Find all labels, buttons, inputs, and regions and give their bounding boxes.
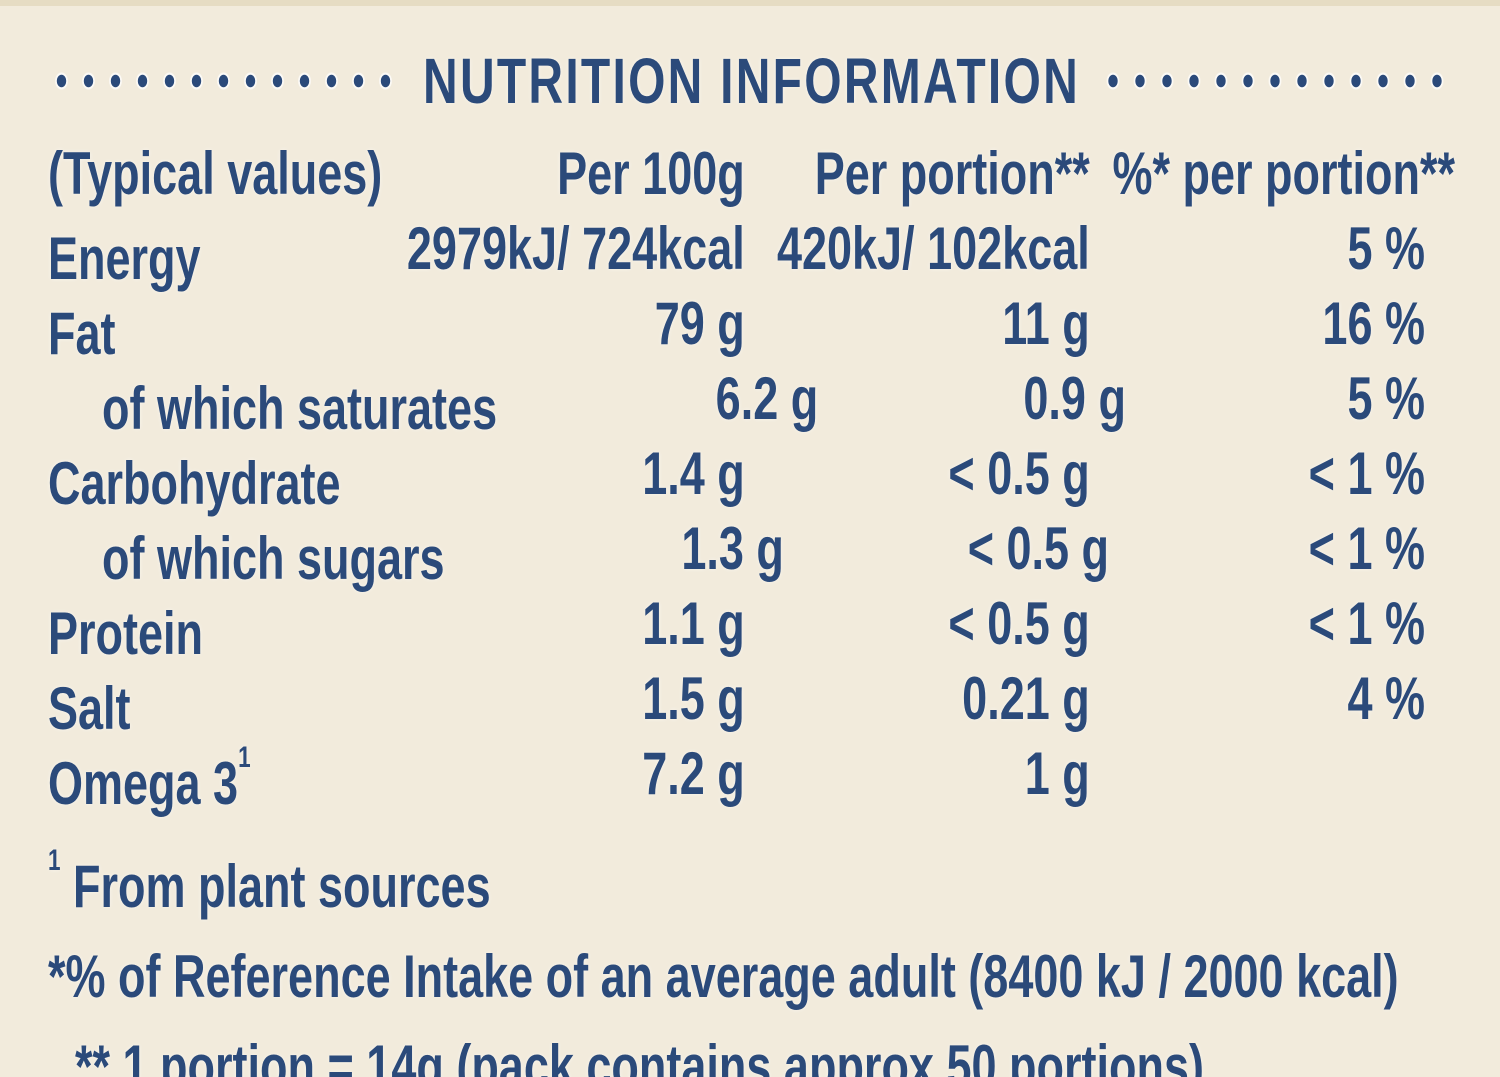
per-100g-value: 1.5 g	[642, 665, 745, 732]
percent-value: 4 %	[1347, 665, 1425, 732]
row-label: Omega 31	[48, 736, 385, 818]
row-label: of which saturates	[48, 361, 497, 442]
per-portion-value: 0.21 g	[962, 665, 1090, 732]
percent-value: 5 %	[1347, 365, 1425, 432]
row-label: of which sugars	[48, 511, 445, 592]
nutrition-table-body: Energy 2979kJ/ 724kcal 420kJ/ 102kcal 5 …	[48, 211, 1455, 818]
per-100g-value: 1.3 g	[681, 515, 784, 582]
nutrient-name: Protein	[48, 600, 204, 667]
per-portion-value: 420kJ/ 102kcal	[776, 215, 1090, 282]
package-edge-strip	[0, 0, 1500, 6]
nutrient-name: Salt	[48, 675, 131, 742]
nutrient-name: of which saturates	[102, 375, 498, 442]
footnote-text: ** 1 portion = 14g (pack contains approx…	[75, 1033, 1204, 1077]
per-portion-value: < 0.5 g	[948, 440, 1090, 507]
nutrition-table: (Typical values) Per 100g Per portion** …	[48, 136, 1455, 818]
table-row: Salt 1.5 g 0.21 g 4 %	[48, 661, 1455, 742]
table-header-row: (Typical values) Per 100g Per portion** …	[48, 136, 1455, 211]
per-100g-value: 1.1 g	[642, 590, 745, 657]
nutrient-name: of which sugars	[102, 525, 445, 592]
row-label: Energy	[48, 211, 385, 292]
row-label: Carbohydrate	[48, 436, 385, 517]
row-label: Fat	[48, 286, 385, 367]
col-header-per-portion: Per portion**	[814, 140, 1090, 207]
footnotes: 1 From plant sources *% of Reference Inta…	[48, 837, 1455, 1077]
per-portion-value: < 0.5 g	[967, 515, 1110, 582]
table-row: Protein 1.1 g < 0.5 g < 1 %	[48, 586, 1455, 667]
per-portion-value: 1 g	[1024, 740, 1090, 807]
per-100g-value: 7.2 g	[642, 740, 745, 807]
table-row: Fat 79 g 11 g 16 %	[48, 286, 1455, 367]
table-row: Carbohydrate 1.4 g < 0.5 g < 1 %	[48, 436, 1455, 517]
footnote-marker: 1	[238, 740, 251, 774]
col-header-typical-values: (Typical values)	[48, 140, 383, 207]
table-row: Energy 2979kJ/ 724kcal 420kJ/ 102kcal 5 …	[48, 211, 1455, 292]
footnote-text: *% of Reference Intake of an average adu…	[48, 943, 1399, 1010]
page-title: NUTRITION INFORMATION	[423, 45, 1080, 117]
table-row: Omega 31 7.2 g 1 g	[48, 736, 1455, 818]
per-100g-value: 1.4 g	[642, 440, 745, 507]
row-label: Protein	[48, 586, 385, 667]
footnote-line: ** 1 portion = 14g (pack contains approx…	[48, 1017, 1455, 1077]
nutrient-name: Fat	[48, 300, 116, 367]
title-row: NUTRITION INFORMATION	[48, 42, 1455, 120]
footnote-text: From plant sources	[60, 853, 491, 920]
percent-value: 5 %	[1347, 215, 1425, 282]
percent-value	[1090, 736, 1455, 811]
percent-value: < 1 %	[1308, 440, 1425, 507]
percent-value: < 1 %	[1308, 590, 1425, 657]
per-portion-value: 11 g	[1002, 290, 1090, 357]
dotted-line-right-icon	[1099, 72, 1455, 90]
table-row: of which sugars 1.3 g < 0.5 g < 1 %	[48, 511, 1455, 592]
per-100g-value: 2979kJ/ 724kcal	[406, 215, 745, 282]
per-portion-value: < 0.5 g	[948, 590, 1090, 657]
col-header-per-100g: Per 100g	[557, 140, 745, 207]
percent-value: < 1 %	[1308, 515, 1425, 582]
percent-value: 16 %	[1322, 290, 1425, 357]
footnote-line: *% of Reference Intake of an average adu…	[48, 927, 1455, 1017]
per-portion-value: 0.9 g	[1023, 365, 1126, 432]
nutrient-name: Carbohydrate	[48, 450, 341, 517]
table-row: of which saturates 6.2 g 0.9 g 5 %	[48, 361, 1455, 442]
footnote-marker: 1	[48, 843, 61, 877]
per-100g-value: 79 g	[654, 290, 745, 357]
nutrient-name: Energy	[48, 225, 201, 292]
nutrient-name: Omega 3	[48, 750, 239, 817]
dotted-line-left-icon	[48, 72, 404, 90]
col-header-percent-per-portion: %* per portion**	[1112, 140, 1455, 207]
footnote-line: 1 From plant sources	[48, 837, 1455, 927]
row-label: Salt	[48, 661, 385, 742]
per-100g-value: 6.2 g	[715, 365, 819, 432]
